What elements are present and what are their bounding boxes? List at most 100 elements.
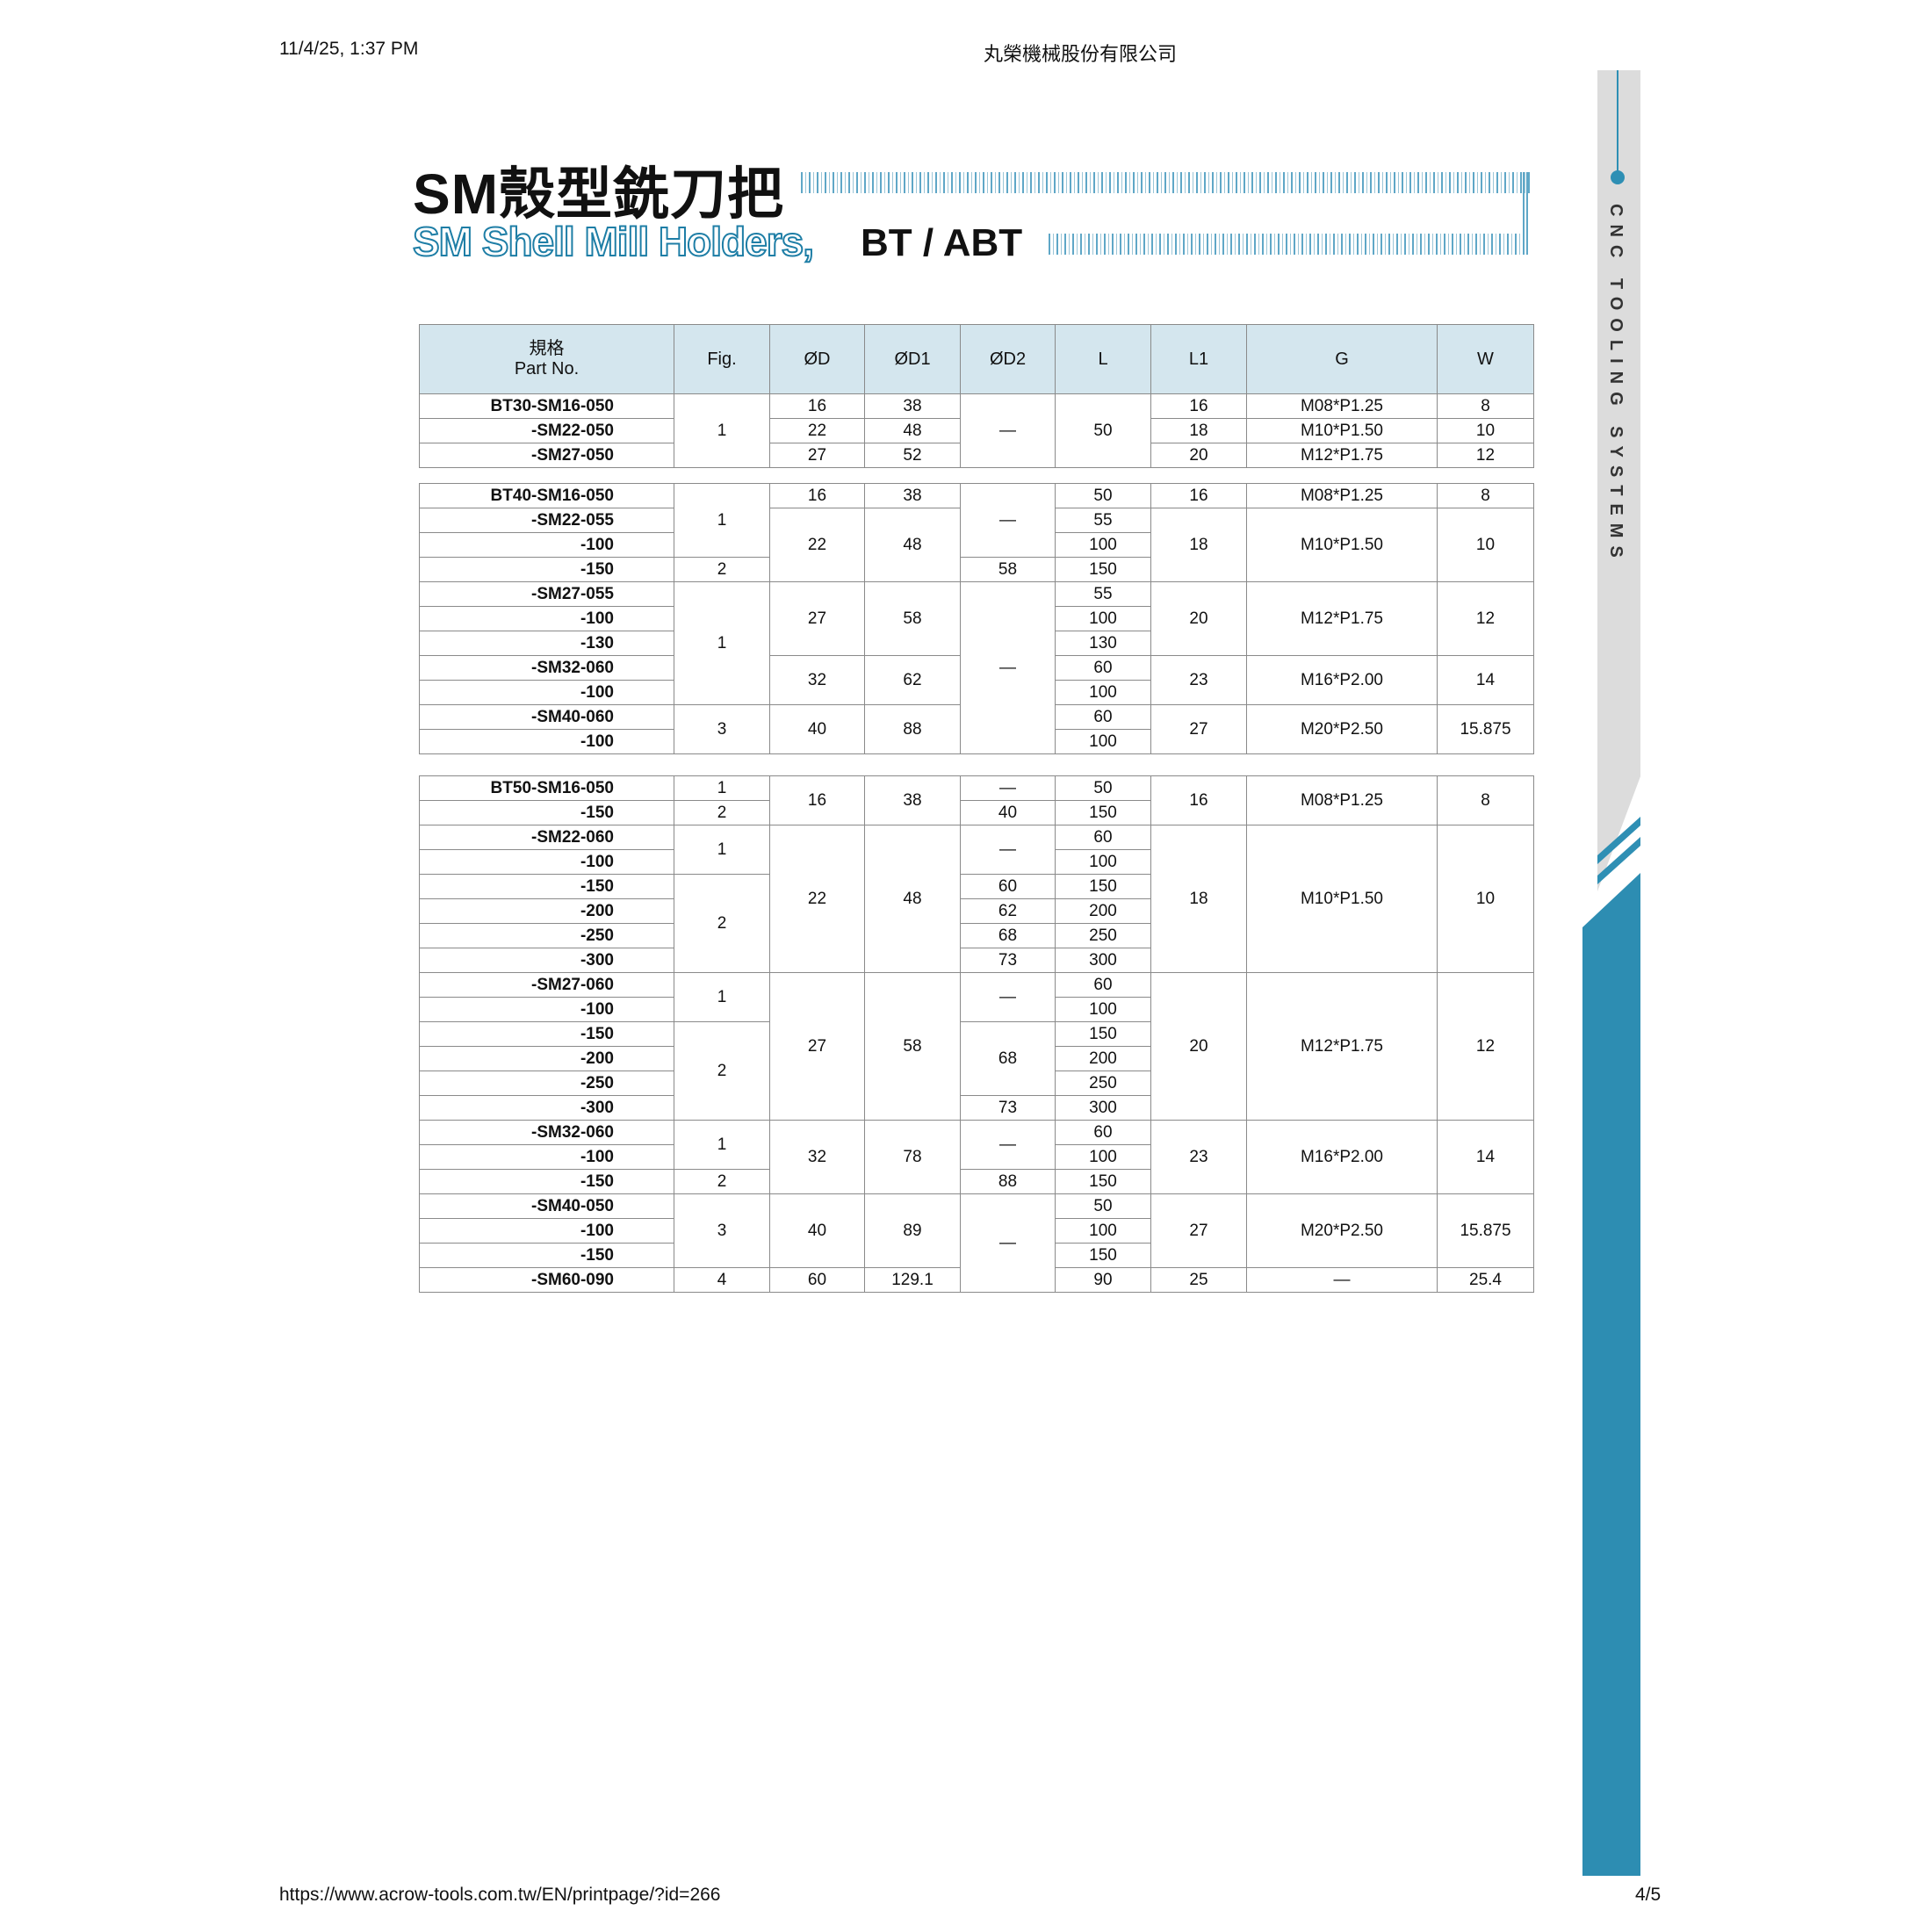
- table-cell: 62: [960, 898, 1056, 924]
- part-number-cell: -150: [419, 1169, 674, 1194]
- table-cell: 18: [1150, 418, 1247, 443]
- table-cell: 2: [674, 1169, 770, 1194]
- table-cell: —: [960, 1120, 1056, 1170]
- table-cell: 16: [769, 483, 865, 508]
- table-cell: 1: [674, 581, 770, 705]
- col-header-d2: ØD2: [960, 324, 1056, 394]
- table-cell: —: [960, 483, 1056, 558]
- table-row: -150 2 40 150: [419, 800, 1534, 825]
- table-cell: 150: [1055, 1243, 1151, 1268]
- table-cell: 60: [769, 1267, 865, 1293]
- table-cell: 8: [1437, 483, 1534, 508]
- table-row: -100 100: [419, 1218, 1534, 1244]
- part-number-cell: -SM22-050: [419, 418, 674, 443]
- table-cell: 2: [674, 1021, 770, 1121]
- print-page-title: 丸榮機械股份有限公司: [984, 43, 1178, 65]
- table-cell: 55: [1055, 581, 1151, 607]
- part-number-cell: -SM32-060: [419, 1120, 674, 1145]
- table-cell: 27: [769, 443, 865, 468]
- table-cell: M12*P1.75: [1246, 972, 1438, 1121]
- table-cell: 100: [1055, 1218, 1151, 1244]
- table-row: -SM22-055 22 48 55 18 M10*P1.50 10: [419, 508, 1534, 582]
- part-number-cell: -130: [419, 631, 674, 656]
- table-cell: 200: [1055, 898, 1151, 924]
- col-header-w: W: [1437, 324, 1534, 394]
- table-cell: 10: [1437, 418, 1534, 443]
- table-cell: 20: [1150, 581, 1247, 656]
- table-row: -SM27-060 1 27 58—60 20 M12*P1.75 12: [419, 972, 1534, 1121]
- table-row: -SM22-050 22 48 18 M10*P1.50 10: [419, 418, 1534, 443]
- table-cell: 22: [769, 825, 865, 973]
- table-cell: 60: [1055, 825, 1151, 850]
- table-cell: 22: [769, 508, 865, 582]
- table-cell: 16: [1150, 775, 1247, 825]
- table-row: -SM27-050 27 52 20 M12*P1.75 12: [419, 443, 1534, 468]
- table-row: BT30-SM16-050 1 16 38—50 16 M08*P1.25 8: [419, 393, 1534, 468]
- table-cell: 90: [1055, 1267, 1151, 1293]
- col-header-fig: Fig.: [674, 324, 770, 394]
- table-cell: M16*P2.00: [1246, 655, 1438, 705]
- table-cell: M08*P1.25: [1246, 775, 1438, 825]
- sidebar-dot-icon: [1611, 170, 1625, 184]
- table-cell: 60: [1055, 655, 1151, 681]
- table-cell: 58: [864, 972, 961, 1121]
- print-url: https://www.acrow-tools.com.tw/EN/printp…: [279, 1885, 721, 1905]
- table-cell: 16: [1150, 483, 1247, 508]
- table-cell: 48: [864, 825, 961, 973]
- table-row: -130 130: [419, 631, 1534, 656]
- col-header-part-no: 規格 Part No.: [419, 324, 674, 394]
- part-number-cell: BT30-SM16-050: [419, 393, 674, 419]
- decorative-hatch: [1049, 234, 1530, 255]
- part-number-cell: -150: [419, 1021, 674, 1047]
- table-row: -SM40-050 3 40 89—50 27 M20*P2.50 15.875: [419, 1193, 1534, 1293]
- table-cell: 55: [1055, 508, 1151, 533]
- table-cell: 100: [1055, 680, 1151, 705]
- table-row: -100 100: [419, 997, 1534, 1022]
- table-cell: M08*P1.25: [1246, 393, 1438, 419]
- table-row: -SM27-055 1 27 58—55 20 M12*P1.75 12: [419, 581, 1534, 754]
- table-cell: M16*P2.00: [1246, 1120, 1438, 1194]
- table-row: -100 100: [419, 680, 1534, 705]
- table-cell: 300: [1055, 1095, 1151, 1121]
- table-row: BT50-SM16-050 1 16 38—50 16 M08*P1.25 8: [419, 775, 1534, 825]
- table-cell: 14: [1437, 655, 1534, 705]
- print-page-number: 4/5: [1635, 1885, 1662, 1905]
- table-cell: 1: [674, 775, 770, 801]
- col-header-g: G: [1246, 324, 1438, 394]
- table-cell: 16: [769, 393, 865, 419]
- table-cell: 1: [674, 393, 770, 468]
- part-number-cell: -300: [419, 1095, 674, 1121]
- table-cell: 100: [1055, 1144, 1151, 1170]
- part-number-cell: -150: [419, 874, 674, 899]
- table-cell: 27: [769, 972, 865, 1121]
- table-cell: 23: [1150, 655, 1247, 705]
- part-number-cell: BT50-SM16-050: [419, 775, 674, 801]
- table-row: -200 62 200: [419, 898, 1534, 924]
- table-cell: 4: [674, 1267, 770, 1293]
- table-cell: —: [960, 825, 1056, 875]
- table-row: -SM40-060 3 40 88 60 27 M20*P2.50 15.875: [419, 704, 1534, 754]
- table-cell: 18: [1150, 825, 1247, 973]
- table-row: -250 250: [419, 1071, 1534, 1096]
- table-cell: 68: [960, 923, 1056, 948]
- table-cell: M20*P2.50: [1246, 704, 1438, 754]
- table-cell: —: [960, 1193, 1056, 1293]
- table-cell: 16: [769, 775, 865, 825]
- table-row: -300 73 300: [419, 1095, 1534, 1121]
- part-number-cell: -250: [419, 1071, 674, 1096]
- table-cell: 12: [1437, 972, 1534, 1121]
- table-cell: 88: [960, 1169, 1056, 1194]
- table-cell: 129.1: [864, 1267, 961, 1293]
- table-cell: 23: [1150, 1120, 1247, 1194]
- part-number-cell: -100: [419, 1218, 674, 1244]
- table-row: -SM22-060 1 22 48—60 18 M10*P1.50 10: [419, 825, 1534, 973]
- table-cell: 50: [1055, 775, 1151, 801]
- table-cell: M10*P1.50: [1246, 508, 1438, 582]
- table-cell: 62: [864, 655, 961, 705]
- table-cell: M20*P2.50: [1246, 1193, 1438, 1268]
- table-cell: 16: [1150, 393, 1247, 419]
- table-cell: 12: [1437, 443, 1534, 468]
- page-title-suffix: BT / ABT: [861, 221, 1023, 264]
- table-row: -SM60-090 4 60 129.1 90 25—25.4: [419, 1267, 1534, 1293]
- spec-table-bt40: BT40-SM16-050 1 16 38—50 16 M08*P1.25 8 -SM22-0…: [419, 483, 1534, 754]
